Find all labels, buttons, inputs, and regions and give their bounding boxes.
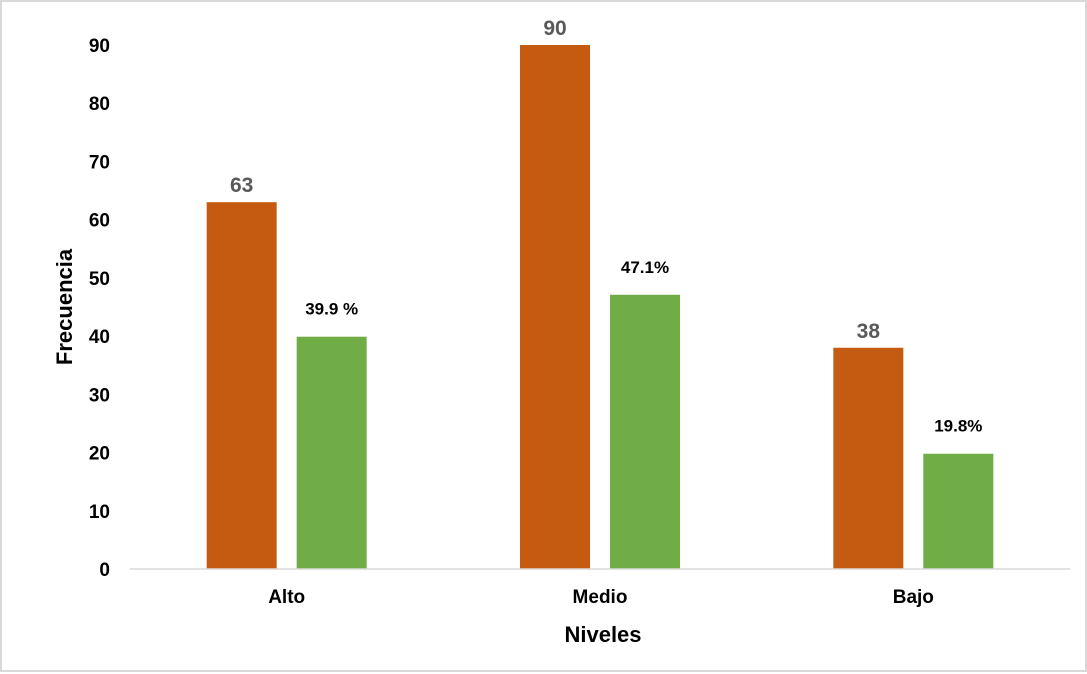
x-tick-label-alto: Alto — [268, 587, 305, 608]
x-tick-label-medio: Medio — [573, 587, 628, 608]
y-tick-label: 80 — [89, 94, 110, 115]
data-label-medio-series-1: 90 — [543, 17, 566, 40]
bar-bajo-series-2 — [923, 453, 994, 569]
bar-bajo-series-1 — [833, 347, 904, 569]
y-tick-label: 70 — [89, 152, 110, 173]
x-tick-label-bajo: Bajo — [893, 587, 934, 608]
data-label-bajo-series-2: 19.8% — [934, 417, 982, 436]
x-axis-title: Niveles — [564, 622, 641, 647]
y-tick-label: 30 — [89, 385, 110, 406]
data-label-alto-series-2: 39.9 % — [305, 300, 358, 319]
y-axis-ticks: 0 10 20 30 40 50 60 70 80 90 — [89, 36, 110, 581]
y-axis-title: Frecuencia — [52, 248, 77, 365]
bar-alto-series-1 — [206, 202, 277, 569]
y-tick-label: 20 — [89, 444, 110, 465]
y-tick-label: 90 — [89, 36, 110, 57]
bar-medio-series-2 — [610, 294, 680, 569]
y-tick-label: 50 — [89, 269, 110, 290]
y-tick-label: 40 — [89, 327, 110, 348]
data-labels: 63 39.9 % 90 47.1% 38 19.8% — [230, 17, 982, 436]
bar-alto-series-2 — [296, 336, 367, 569]
y-tick-label: 0 — [99, 560, 110, 581]
bar-medio-series-1 — [520, 45, 590, 569]
bars — [206, 45, 994, 569]
data-label-bajo-series-1: 38 — [857, 320, 881, 343]
x-axis-ticks: Alto Medio Bajo — [268, 587, 934, 608]
y-tick-label: 60 — [89, 211, 110, 232]
y-tick-label: 10 — [89, 502, 110, 523]
data-label-alto-series-1: 63 — [230, 174, 253, 197]
data-label-medio-series-2: 47.1% — [621, 258, 669, 277]
